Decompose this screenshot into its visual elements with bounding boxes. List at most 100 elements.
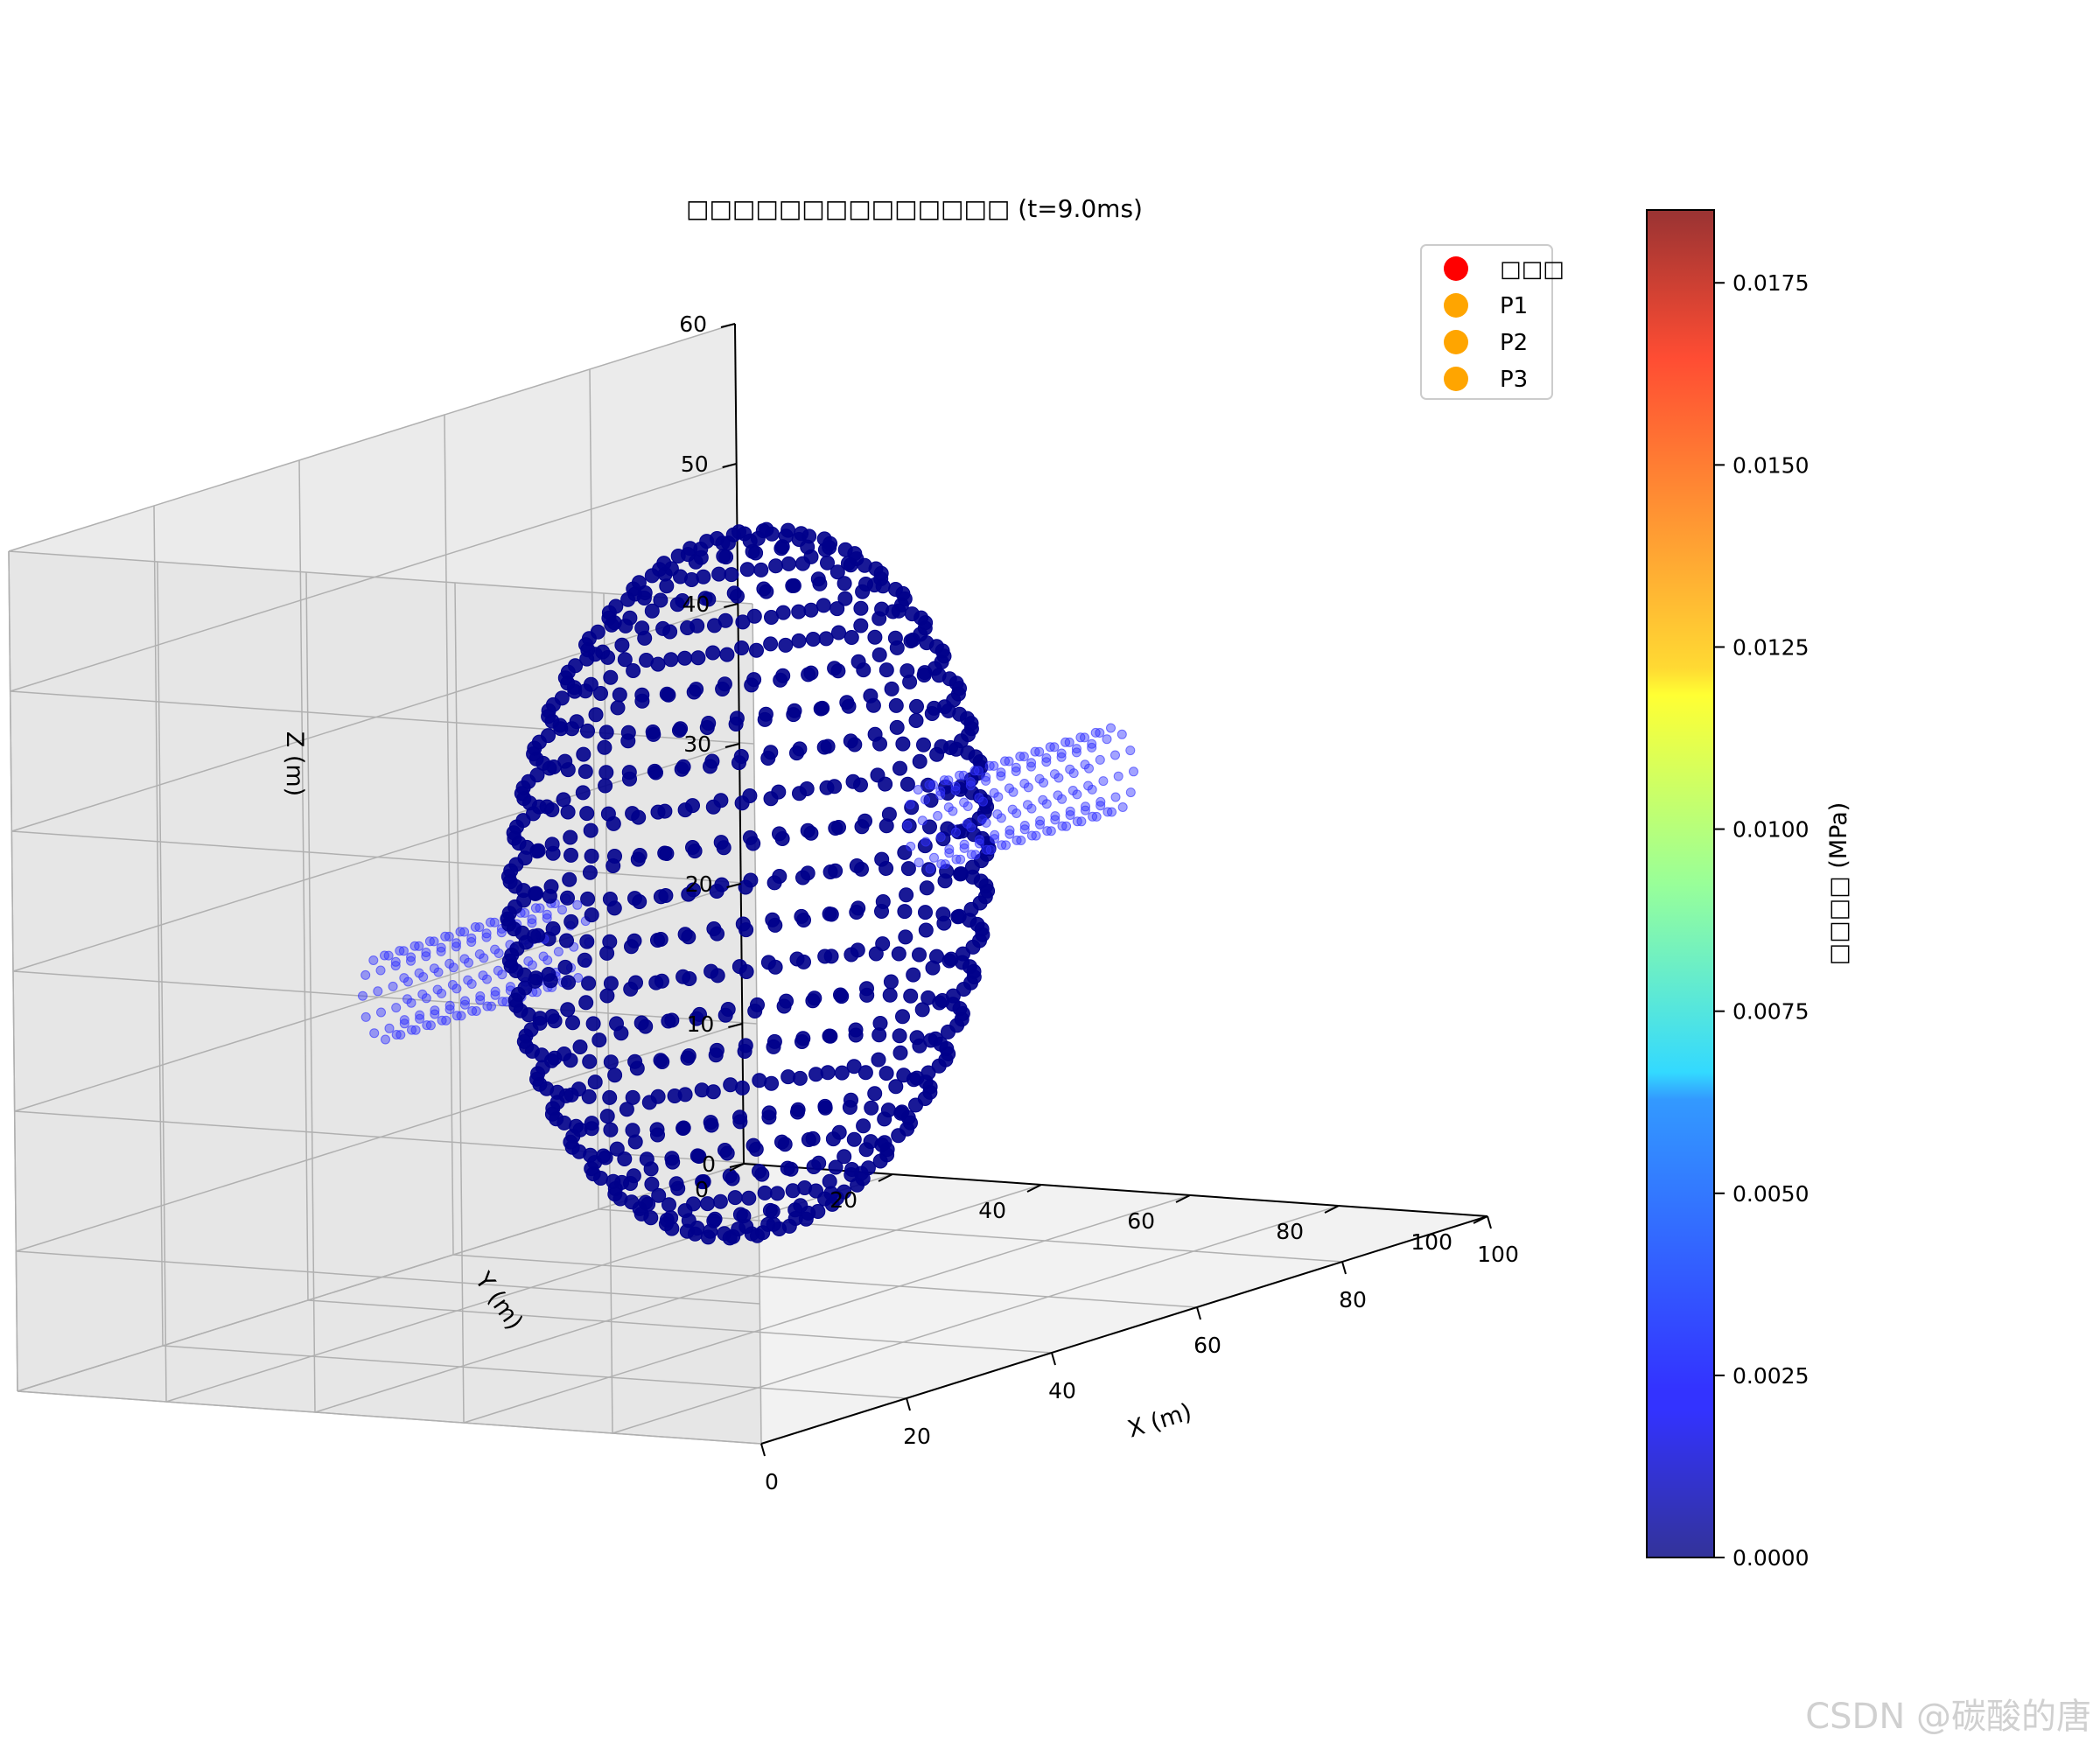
- sphere-point: [875, 578, 891, 594]
- sphere-point: [898, 929, 914, 945]
- pipe-point: [452, 984, 462, 994]
- pipe-point: [1071, 747, 1082, 758]
- sphere-point: [587, 1074, 603, 1090]
- sphere-point: [632, 894, 648, 909]
- sphere-point: [787, 703, 802, 718]
- sphere-point: [931, 668, 947, 683]
- sphere-point: [888, 582, 903, 597]
- pipe-point: [464, 957, 473, 968]
- pipe-point: [572, 900, 583, 910]
- sphere-point: [820, 738, 836, 754]
- sphere-point: [694, 1082, 710, 1098]
- sphere-point: [686, 882, 701, 898]
- sphere-point: [858, 1065, 873, 1081]
- sphere-point: [828, 821, 844, 836]
- sphere-point: [919, 880, 934, 896]
- sphere-point: [590, 624, 606, 640]
- sphere-point: [581, 976, 597, 991]
- pipe-point: [388, 981, 398, 991]
- sphere-point: [717, 676, 732, 692]
- sphere-point: [607, 1068, 623, 1083]
- sphere-point: [578, 995, 594, 1011]
- sphere-point: [610, 700, 626, 716]
- pipe-point: [989, 760, 999, 771]
- sphere-point: [878, 818, 894, 834]
- sphere-point: [807, 990, 822, 1006]
- pipe-point: [398, 946, 409, 956]
- pipe-point: [1041, 757, 1052, 767]
- sphere-point: [742, 788, 758, 803]
- sphere-point: [791, 604, 807, 620]
- sphere-point: [567, 683, 583, 699]
- sphere-point: [785, 1183, 801, 1199]
- colorbar-gradient: [1646, 209, 1715, 1558]
- sphere-point: [825, 1131, 841, 1147]
- sphere-point: [584, 848, 599, 864]
- sphere-point: [734, 640, 750, 655]
- pipe-point: [935, 786, 946, 796]
- pipe-point: [1035, 819, 1045, 830]
- gridline-z-side: [11, 830, 756, 885]
- axes-ticks: 0 20 40 60 80 100 0 20 40 60 80 100 0 10 20 30 40 50 60: [679, 312, 1519, 1494]
- sphere-point: [657, 845, 673, 861]
- y-tick-mark: [1473, 1215, 1488, 1224]
- sphere-point: [637, 585, 653, 600]
- colorbar-tick-label: 0.0025: [1732, 1363, 1809, 1389]
- sphere-point: [606, 900, 622, 916]
- pipe-point: [390, 961, 401, 971]
- sphere-point: [631, 809, 647, 825]
- sphere-point: [805, 632, 821, 647]
- pipe-point: [978, 796, 988, 807]
- x-tick-label: 80: [1339, 1287, 1367, 1312]
- pipe-point: [925, 864, 935, 874]
- pipe-point: [430, 1005, 440, 1016]
- sphere-point: [871, 1052, 886, 1068]
- sphere-point: [614, 1174, 630, 1190]
- sphere-point: [878, 861, 894, 876]
- sphere-point: [909, 698, 924, 714]
- sphere-point: [780, 556, 796, 571]
- pipe-point: [358, 990, 368, 1001]
- gridline-z-side: [14, 1110, 759, 1165]
- pipe-point: [906, 841, 916, 851]
- sphere-point: [818, 631, 834, 647]
- sphere-point: [828, 863, 844, 878]
- sphere-point: [592, 1032, 607, 1048]
- z-tick-label: 30: [683, 732, 711, 757]
- sphere-point: [785, 578, 801, 593]
- sphere-point: [683, 572, 699, 587]
- sphere-point: [565, 1015, 580, 1031]
- x-axis-label: X (m): [1124, 1398, 1194, 1443]
- sphere-point: [623, 981, 639, 997]
- sphere-point: [752, 1164, 766, 1180]
- x-axis-line: [760, 1215, 1488, 1445]
- sphere-point: [617, 652, 633, 668]
- pipe-point: [974, 766, 984, 776]
- sphere-point: [689, 682, 704, 697]
- sphere-point: [735, 614, 751, 630]
- sphere-point: [792, 741, 808, 757]
- pipe-point: [1098, 776, 1109, 787]
- pipe-point: [974, 835, 984, 845]
- sphere-point: [704, 753, 720, 769]
- pipe-point: [1061, 821, 1072, 831]
- pipe-point: [383, 950, 394, 961]
- sphere-point: [663, 561, 679, 577]
- sphere-point: [916, 737, 931, 752]
- sphere-point: [644, 1176, 660, 1192]
- pipe-point: [970, 850, 981, 860]
- sphere-point: [669, 597, 685, 612]
- pipe-point: [956, 854, 966, 864]
- sphere-point: [830, 663, 846, 679]
- sphere-point: [848, 1027, 864, 1043]
- sphere-point: [882, 987, 898, 1003]
- pipe-point: [920, 794, 930, 805]
- sphere-point: [757, 1185, 773, 1200]
- pipe-point: [444, 1000, 455, 1011]
- pipe-point: [990, 830, 1000, 840]
- pipe-point: [471, 1006, 481, 1016]
- sphere-point: [641, 1095, 657, 1110]
- sphere-point: [690, 1221, 705, 1236]
- sphere-point: [516, 892, 532, 908]
- sphere-point: [766, 1216, 781, 1232]
